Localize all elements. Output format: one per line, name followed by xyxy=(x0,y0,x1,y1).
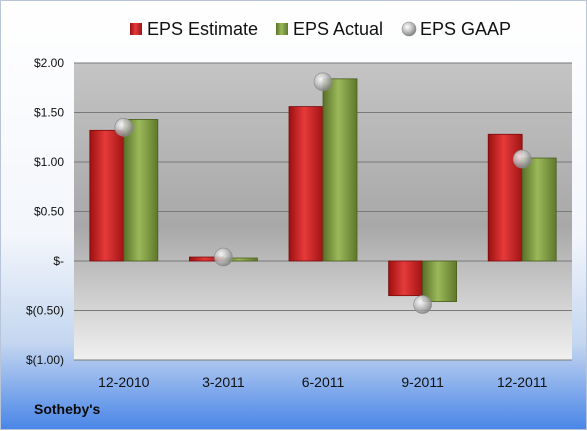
marker-eps-gaap xyxy=(214,247,233,267)
y-tick-label: $1.50 xyxy=(34,106,64,120)
legend-swatch-eps-estimate xyxy=(130,23,142,35)
legend-label: EPS Actual xyxy=(293,19,383,39)
x-category-label: 9-2011 xyxy=(401,374,444,390)
y-tick-label: $(1.00) xyxy=(26,353,64,367)
bar-eps-estimate xyxy=(388,260,424,297)
x-category-label: 3-2011 xyxy=(202,374,245,390)
x-category-label: 6-2011 xyxy=(302,374,345,390)
bar-eps-estimate xyxy=(288,106,324,262)
bar-eps-actual xyxy=(422,260,458,302)
y-tick-label: $2.00 xyxy=(34,56,64,70)
legend-swatch-eps-actual xyxy=(276,23,288,35)
y-tick-label: $0.50 xyxy=(34,205,64,219)
marker-eps-gaap xyxy=(413,295,432,314)
y-tick-label: $- xyxy=(53,254,64,268)
marker-eps-gaap xyxy=(114,118,134,137)
bar-eps-actual xyxy=(322,78,358,262)
company-name: Sotheby's xyxy=(34,401,101,417)
bar-eps-actual xyxy=(521,157,557,262)
marker-eps-gaap xyxy=(313,72,333,92)
x-category-label: 12-2010 xyxy=(98,374,150,390)
bar-eps-estimate xyxy=(89,129,125,262)
legend-label: EPS Estimate xyxy=(147,19,258,39)
marker-eps-gaap xyxy=(512,149,532,169)
legend-label: EPS GAAP xyxy=(420,19,511,39)
y-tick-label: $1.00 xyxy=(34,155,64,169)
x-category-label: 12-2011 xyxy=(497,374,548,390)
bar-eps-actual xyxy=(123,119,159,262)
y-tick-label: $(0.50) xyxy=(26,304,64,318)
legend-marker-eps-gaap xyxy=(401,21,417,37)
